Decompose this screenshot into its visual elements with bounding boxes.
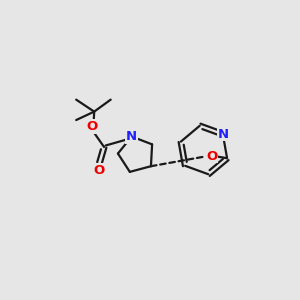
Text: N: N [126, 130, 137, 143]
Text: O: O [206, 149, 217, 163]
Text: O: O [93, 164, 104, 177]
Text: O: O [86, 120, 98, 133]
Text: N: N [217, 128, 228, 141]
